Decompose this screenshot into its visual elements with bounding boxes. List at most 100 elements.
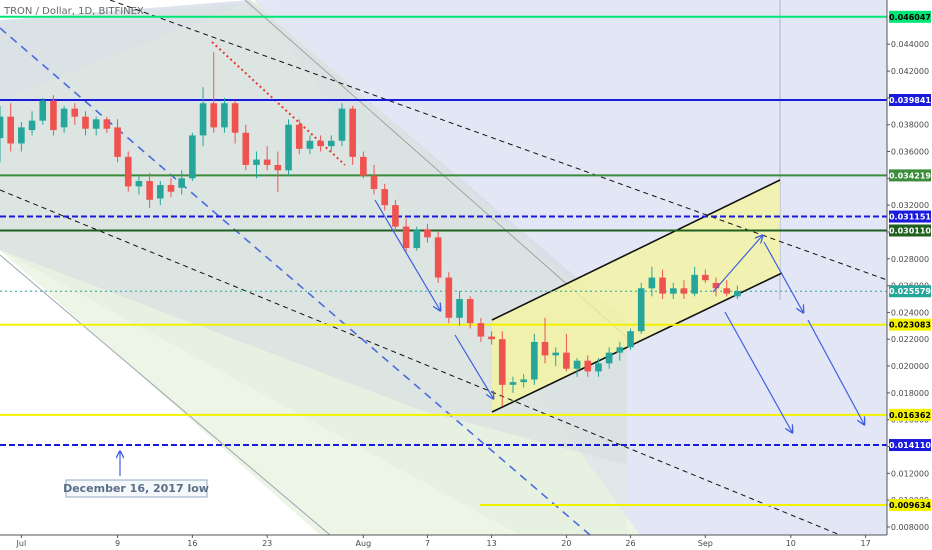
candle-2018-09-02 <box>702 269 709 283</box>
arrow-drop-to-low <box>374 199 440 310</box>
drawing-layer <box>0 0 887 535</box>
candle-2018-08-02 <box>370 164 378 195</box>
candle-2018-08-07 <box>424 223 431 243</box>
candle-2018-08-23 <box>595 358 602 377</box>
level-price-tags: 0.046047 0.039841 0.034219 0.031151 0.030110… <box>889 10 931 512</box>
y-tick-label-18: 0.008000 <box>891 523 929 532</box>
y-tick-label-0: 0.044000 <box>891 40 929 49</box>
candle-2018-07-05 <box>71 103 79 125</box>
candle-2018-08-10 <box>456 290 463 326</box>
x-tick-label-6: 13 <box>486 539 496 548</box>
candle-2018-07-26 <box>295 119 303 155</box>
candle-2018-08-06 <box>413 226 421 251</box>
level-tag-0: 0.046047 <box>889 10 931 23</box>
candle-2018-08-08 <box>434 231 442 283</box>
y-tick-label-16: 0.012000 <box>891 469 929 478</box>
level-tag-text-4: 0.030110 <box>889 226 931 235</box>
candle-2018-07-21 <box>242 124 250 171</box>
candle-2018-07-29 <box>327 135 335 152</box>
candle-2018-07-07 <box>92 116 100 136</box>
candle-2018-08-03 <box>381 183 389 211</box>
candle-2018-07-16 <box>189 132 196 182</box>
candle-2018-08-31 <box>680 280 688 300</box>
level-tag-text-6: 0.023083 <box>889 321 931 330</box>
pitchfork-lower-line <box>0 254 331 535</box>
candle-2018-07-23 <box>263 146 271 171</box>
level-tag-text-0: 0.046047 <box>889 13 931 22</box>
y-tick-label-13: 0.018000 <box>891 389 929 398</box>
candle-2018-08-20 <box>563 333 570 372</box>
candle-2018-08-19 <box>552 347 560 367</box>
channel-zone-blue-grey <box>0 0 627 465</box>
candle-2018-06-29 <box>7 103 14 152</box>
level-tag-4: 0.030110 <box>889 224 931 237</box>
x-tick-label-5: 7 <box>425 539 430 548</box>
y-tick-label-3: 0.038000 <box>891 121 929 130</box>
x-axis-ticks: Jul 9 16 23 Aug 7 13 20 26 Sep 10 17 <box>16 535 871 548</box>
candle-2018-06-30 <box>18 122 25 152</box>
candles <box>0 52 741 407</box>
level-tag-text-1: 0.039841 <box>889 96 931 105</box>
level-tag-text-2: 0.034219 <box>889 171 931 180</box>
candle-2018-07-14 <box>167 178 175 198</box>
candle-2018-06-28 <box>0 105 4 163</box>
level-tag-1: 0.039841 <box>889 94 931 107</box>
y-tick-label-8: 0.028000 <box>891 255 929 264</box>
y-tick-label-4: 0.036000 <box>891 148 929 157</box>
candle-2018-07-13 <box>156 181 164 206</box>
annotation-box: December 16, 2017 low <box>63 479 209 498</box>
x-tick-label-0: Jul <box>16 539 27 548</box>
candle-2018-07-24 <box>274 151 282 192</box>
y-tick-label-1: 0.042000 <box>891 67 929 76</box>
candle-2018-08-17 <box>531 333 538 385</box>
level-tag-2: 0.034219 <box>889 169 931 182</box>
candle-2018-08-14 <box>498 331 506 407</box>
y-tick-label-10: 0.024000 <box>891 308 929 317</box>
candle-2018-07-03 <box>50 95 57 136</box>
candle-2018-09-05 <box>734 285 741 300</box>
candle-2018-08-16 <box>520 374 527 388</box>
arrow-low-touch <box>454 334 493 398</box>
candle-2018-07-18 <box>210 52 218 133</box>
horizontal-levels <box>0 15 887 507</box>
candle-2018-08-24 <box>605 347 613 369</box>
channel-zone-lavender <box>255 0 887 535</box>
level-tag-text-5: 0.025579 <box>889 287 931 296</box>
candle-2018-08-25 <box>616 341 624 361</box>
y-tick-label-12: 0.020000 <box>891 362 929 371</box>
level-tag-5: 0.025579 <box>889 285 931 298</box>
ascending-channel-top <box>491 179 781 321</box>
candle-2018-08-13 <box>488 331 495 345</box>
candle-2018-07-06 <box>82 111 89 136</box>
arrow-up-to-resistance <box>712 236 762 293</box>
level-tag-text-3: 0.031151 <box>889 213 931 222</box>
dashed-support-line <box>0 189 841 535</box>
candle-2018-07-27 <box>306 135 314 155</box>
candle-2018-08-29 <box>659 269 666 300</box>
chart-title: TRON / Dollar, 1D, BITFINEX <box>3 6 144 17</box>
candle-2018-09-03 <box>712 277 720 297</box>
candle-2018-08-05 <box>402 218 410 254</box>
candle-2018-09-04 <box>723 280 731 297</box>
candle-2018-07-10 <box>124 151 132 192</box>
candle-2018-08-01 <box>360 151 367 179</box>
candle-2018-08-21 <box>573 358 581 377</box>
candle-2018-07-22 <box>253 151 260 179</box>
level-tag-7: 0.016362 <box>889 408 931 421</box>
candle-2018-07-19 <box>221 97 228 133</box>
level-tag-8: 0.014110 <box>889 439 931 452</box>
candle-2018-08-22 <box>584 355 592 377</box>
level-tag-3: 0.031151 <box>889 210 931 223</box>
candle-2018-07-12 <box>146 172 153 208</box>
candle-2018-07-28 <box>317 135 324 152</box>
candle-2018-09-01 <box>691 266 698 297</box>
candle-2018-08-11 <box>466 296 474 329</box>
candle-2018-08-28 <box>648 266 656 297</box>
y-tick-label-6: 0.032000 <box>891 201 929 210</box>
candle-2018-08-15 <box>509 376 517 393</box>
candle-2018-07-01 <box>28 111 36 136</box>
candle-2018-07-30 <box>338 103 346 147</box>
level-tag-text-7: 0.016362 <box>889 411 931 420</box>
candle-2018-07-09 <box>114 119 121 163</box>
